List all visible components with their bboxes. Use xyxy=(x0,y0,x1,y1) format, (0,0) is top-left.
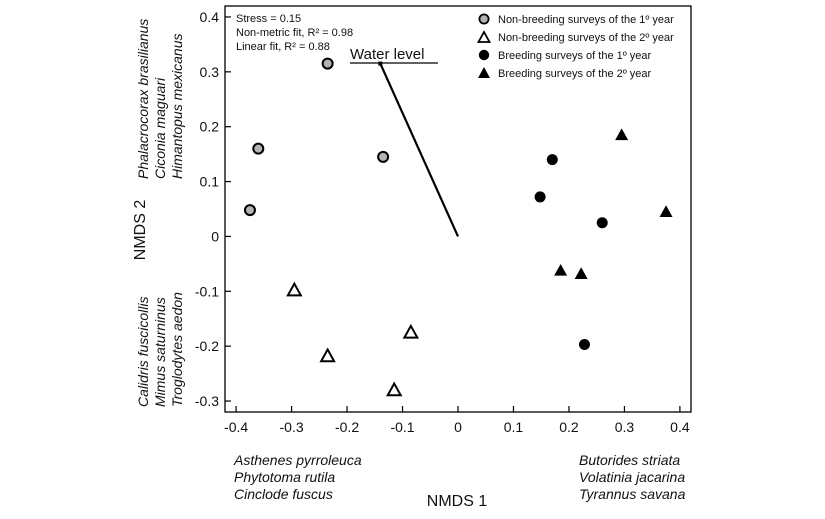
legend-marker-nonbreeding-1 xyxy=(478,13,490,25)
y-tick-label: 0.3 xyxy=(200,64,220,80)
x-tick-label: -0.1 xyxy=(390,419,414,435)
legend-marker-breeding-2 xyxy=(478,67,490,78)
stats-line-1: Stress = 0.15 xyxy=(236,13,301,25)
data-point-series-0 xyxy=(321,57,334,70)
x-tick-label: 0.2 xyxy=(559,419,579,435)
data-point-series-2 xyxy=(596,217,608,229)
legend-label-nonbreeding-1: Non-breeding surveys of the 1º year xyxy=(498,14,674,26)
x-tick-label: -0.4 xyxy=(224,419,248,435)
y-tick-label: -0.3 xyxy=(195,393,219,409)
x-tick-label: 0.4 xyxy=(670,419,690,435)
legend-marker-breeding-1 xyxy=(478,49,490,61)
y-tick-label: 0.4 xyxy=(200,9,220,25)
water-level-arrow xyxy=(379,63,460,237)
data-point-series-2 xyxy=(534,191,546,203)
y-tick-label: -0.1 xyxy=(195,283,219,299)
data-point-series-3 xyxy=(574,267,588,279)
species-label: Volatinia jacarina xyxy=(579,469,685,485)
species-label: Cinclode fuscus xyxy=(234,486,333,502)
species-label: Troglodytes aedon xyxy=(169,292,185,407)
data-point-series-1 xyxy=(286,281,303,297)
legend-label-breeding-2: Breeding surveys of the 2º year xyxy=(498,68,652,80)
plot-frame xyxy=(224,5,692,413)
data-point-series-3 xyxy=(554,263,568,276)
x-tick-label: 0.1 xyxy=(504,419,524,435)
y-tick-label: 0.2 xyxy=(200,119,220,135)
legend: Non-breeding surveys of the 1º year Non-… xyxy=(476,13,674,80)
data-point-series-1 xyxy=(386,381,403,397)
data-point-series-0 xyxy=(252,142,265,155)
stats-box: Stress = 0.15 Non-metric fit, R² = 0.98 … xyxy=(236,13,353,53)
data-point-series-0 xyxy=(243,204,256,217)
species-label: Asthenes pyrroleuca xyxy=(233,452,362,468)
data-points xyxy=(243,57,673,397)
y-tick-label: -0.2 xyxy=(195,338,219,354)
species-label: Ciconia maguari xyxy=(152,77,168,179)
stats-line-3: Linear fit, R² = 0.88 xyxy=(236,41,330,53)
data-point-series-2 xyxy=(546,154,558,166)
x-tick-label: -0.3 xyxy=(280,419,304,435)
legend-label-nonbreeding-2: Non-breeding surveys of the 2º year xyxy=(498,32,674,44)
data-point-series-1 xyxy=(319,347,336,363)
species-label: Butorides striata xyxy=(579,452,680,468)
legend-marker-nonbreeding-2 xyxy=(476,30,492,43)
x-tick-label: 0.3 xyxy=(615,419,635,435)
water-level-label: Water level xyxy=(350,46,424,63)
species-label: Tyrannus savana xyxy=(579,486,686,502)
data-point-series-0 xyxy=(377,150,390,163)
species-bottom-right: Butorides striata Volatinia jacarina Tyr… xyxy=(579,452,686,502)
legend-label-breeding-1: Breeding surveys of the 1º year xyxy=(498,50,652,62)
species-upper-left: Phalacrocorax brasilianus Ciconia maguar… xyxy=(135,19,185,179)
x-tick-label: 0 xyxy=(454,419,462,435)
x-tick-label: -0.2 xyxy=(335,419,359,435)
data-point-series-1 xyxy=(402,323,420,339)
species-label: Mimus saturninus xyxy=(152,297,168,407)
y-axis-title: NMDS 2 xyxy=(132,200,149,261)
data-point-series-3 xyxy=(659,205,673,217)
y-tick-label: 0 xyxy=(211,228,219,244)
x-axis-title: NMDS 1 xyxy=(427,493,488,510)
y-tick-label: 0.1 xyxy=(200,174,220,190)
species-label: Phytotoma rutila xyxy=(234,469,335,485)
species-lower-left: Calidris fuscicollis Mimus saturninus Tr… xyxy=(135,292,185,407)
stats-line-2: Non-metric fit, R² = 0.98 xyxy=(236,27,353,39)
data-point-series-2 xyxy=(578,339,590,351)
species-bottom-left: Asthenes pyrroleuca Phytotoma rutila Cin… xyxy=(233,452,362,502)
species-label: Calidris fuscicollis xyxy=(135,297,151,407)
species-label: Phalacrocorax brasilianus xyxy=(135,19,151,179)
water-level-vector: Water level xyxy=(350,46,460,237)
ticks: -0.4 -0.3 -0.2 -0.1 0 0.1 0.2 0.3 0.4 -0.3 -0.2 -0.… xyxy=(195,9,690,435)
species-label: Himantopus mexicanus xyxy=(169,33,185,179)
data-point-series-3 xyxy=(615,128,629,141)
